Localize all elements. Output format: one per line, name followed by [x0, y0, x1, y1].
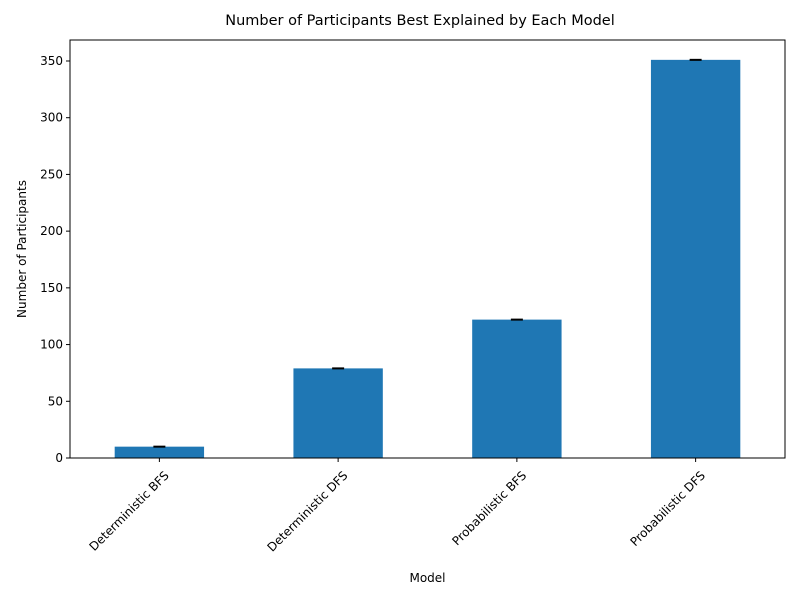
x-tick-label: Probabilistic BFS [449, 468, 529, 548]
bar-deterministic-dfs [293, 368, 383, 458]
y-tick-label: 100 [40, 338, 63, 352]
x-tick-label: Deterministic DFS [264, 468, 350, 554]
y-tick-label: 0 [55, 451, 63, 465]
x-axis: Deterministic BFS Deterministic DFS Probab… [86, 458, 708, 554]
plot-frame [69, 39, 786, 459]
x-tick-label: Probabilistic DFS [627, 468, 708, 549]
x-tick-label: Deterministic BFS [86, 468, 171, 553]
bar-deterministic-bfs [114, 446, 205, 458]
bars-layer [114, 59, 741, 459]
y-axis: 0 50 100 150 200 250 300 350 [40, 54, 70, 465]
y-tick-label: 150 [40, 281, 63, 295]
chart-title: Number of Participants Best Explained by… [225, 13, 615, 29]
y-tick-label: 250 [40, 167, 63, 181]
y-tick-label: 200 [40, 224, 63, 238]
bar-probabilistic-bfs [472, 319, 562, 458]
y-tick-label: 50 [48, 394, 63, 408]
bar-probabilistic-dfs [650, 59, 741, 459]
y-axis-label: Number of Participants [15, 180, 29, 318]
error-bars-layer [153, 58, 702, 448]
y-tick-label: 350 [40, 54, 63, 68]
y-tick-label: 300 [40, 111, 63, 125]
x-axis-label: Model [409, 571, 445, 585]
